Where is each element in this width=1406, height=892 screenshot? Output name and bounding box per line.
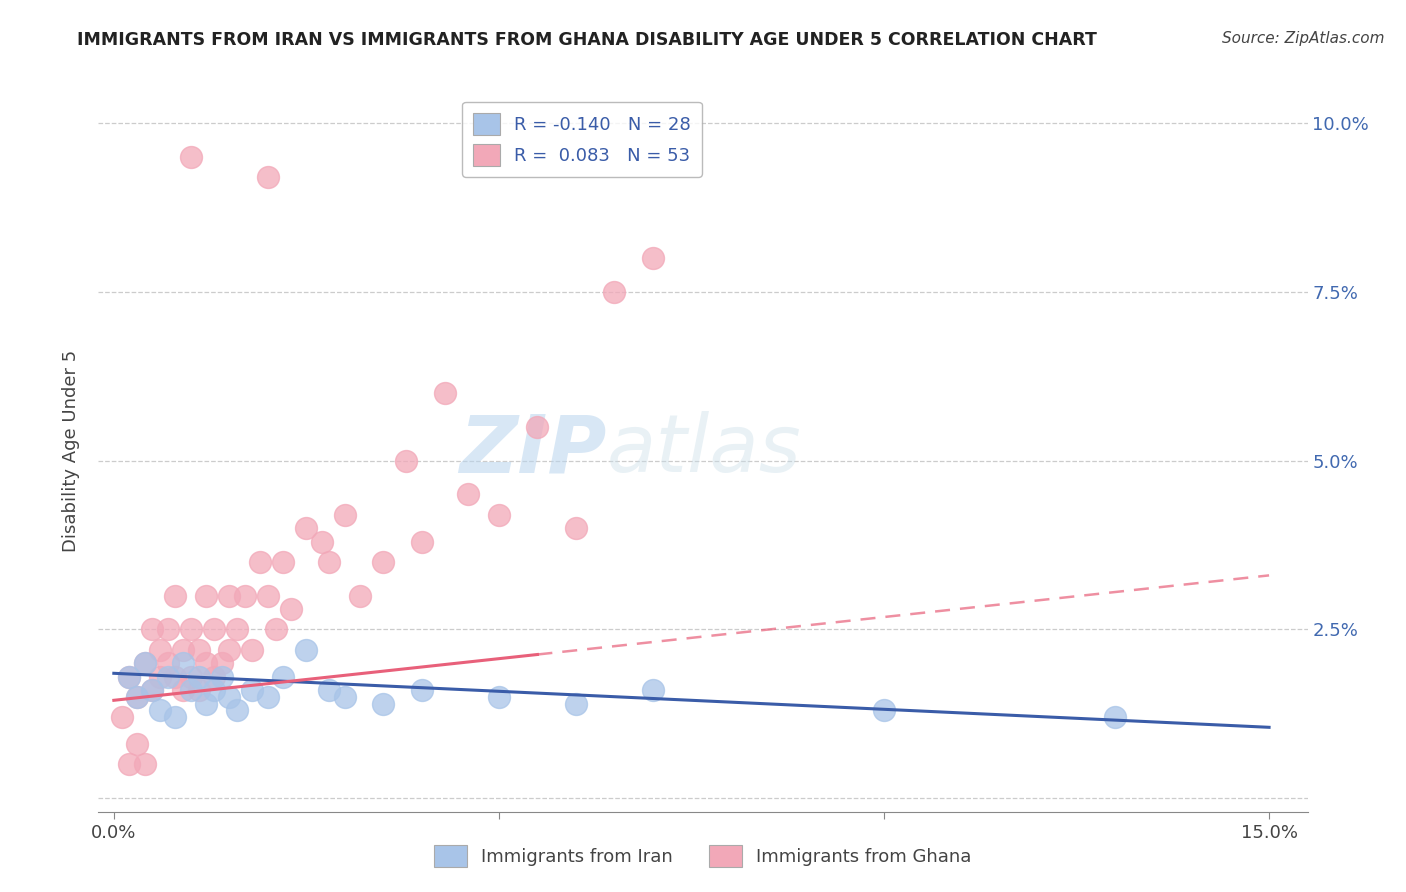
Point [141,683,163,698]
Point [149,670,172,684]
Point [411,683,433,698]
Point [202,623,225,637]
Point [257,169,280,184]
Point [457,487,479,501]
Point [264,623,287,637]
Point [641,683,664,698]
Point [242,642,264,657]
Point [187,683,209,698]
Point [565,697,588,711]
Point [257,690,280,704]
Point [603,285,626,299]
Point [257,589,280,603]
Point [226,623,249,637]
Point [195,589,218,603]
Legend: Immigrants from Iran, Immigrants from Ghana: Immigrants from Iran, Immigrants from Gh… [427,838,979,874]
Point [242,683,264,698]
Point [165,710,187,724]
Point [226,703,249,717]
Text: atlas: atlas [606,411,801,490]
Point [141,623,163,637]
Point [873,703,896,717]
Point [349,589,371,603]
Point [318,683,340,698]
Point [110,710,132,724]
Point [180,670,202,684]
Point [218,690,240,704]
Point [395,453,418,467]
Point [488,508,510,522]
Point [271,555,294,569]
Point [195,697,218,711]
Point [125,690,148,704]
Point [233,589,256,603]
Point [172,642,194,657]
Text: IMMIGRANTS FROM IRAN VS IMMIGRANTS FROM GHANA DISABILITY AGE UNDER 5 CORRELATION: IMMIGRANTS FROM IRAN VS IMMIGRANTS FROM … [77,31,1097,49]
Point [165,589,187,603]
Point [641,251,664,265]
Point [565,521,588,535]
Point [125,737,148,751]
Point [134,656,156,670]
Point [180,150,202,164]
Point [180,623,202,637]
Point [526,420,548,434]
Point [318,555,340,569]
Point [218,589,240,603]
Point [311,534,333,549]
Point [141,683,163,698]
Point [202,670,225,684]
Point [280,602,302,616]
Legend: R = -0.140   N = 28, R =  0.083   N = 53: R = -0.140 N = 28, R = 0.083 N = 53 [463,102,702,177]
Point [118,757,141,772]
Point [333,508,356,522]
Point [165,670,187,684]
Point [271,670,294,684]
Point [172,656,194,670]
Point [333,690,356,704]
Point [156,656,179,670]
Point [118,670,141,684]
Point [134,757,156,772]
Point [373,555,395,569]
Point [249,555,271,569]
Point [156,623,179,637]
Point [373,697,395,711]
Point [180,683,202,698]
Point [172,683,194,698]
Point [211,670,233,684]
Point [295,642,318,657]
Point [218,642,240,657]
Point [134,656,156,670]
Point [125,690,148,704]
Y-axis label: Disability Age Under 5: Disability Age Under 5 [62,350,80,551]
Point [295,521,318,535]
Point [488,690,510,704]
Point [1104,710,1126,724]
Point [433,386,456,401]
Point [211,656,233,670]
Point [118,670,141,684]
Text: ZIP: ZIP [458,411,606,490]
Point [187,642,209,657]
Point [195,656,218,670]
Text: Source: ZipAtlas.com: Source: ZipAtlas.com [1222,31,1385,46]
Point [411,534,433,549]
Point [187,670,209,684]
Point [149,703,172,717]
Point [202,683,225,698]
Point [149,642,172,657]
Point [156,670,179,684]
